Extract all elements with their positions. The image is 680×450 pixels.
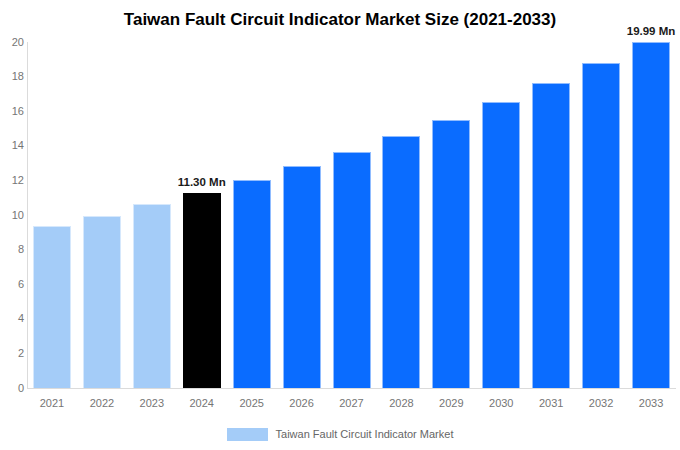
bar-2027[interactable] <box>333 152 371 388</box>
y-tick-label-0: 0 <box>0 382 24 395</box>
bar-value-label-2033: 19.99 Mn <box>606 24 680 38</box>
x-axis-label-2026: 2026 <box>277 396 327 410</box>
chart-title: Taiwan Fault Circuit Indicator Market Si… <box>0 8 680 32</box>
bar-2032[interactable] <box>582 63 620 388</box>
y-tick-label-12: 12 <box>0 174 24 187</box>
y-tick-label-8: 8 <box>0 243 24 256</box>
bar-2023[interactable] <box>133 204 171 388</box>
bar-2021[interactable] <box>33 226 71 388</box>
x-axis-label-2025: 2025 <box>227 396 277 410</box>
bar-value-label-2024: 11.30 Mn <box>157 175 247 189</box>
y-tick-label-4: 4 <box>0 312 24 325</box>
x-axis-label-2029: 2029 <box>426 396 476 410</box>
y-tick-label-16: 16 <box>0 105 24 118</box>
y-tick-label-10: 10 <box>0 209 24 222</box>
x-axis-label-2022: 2022 <box>77 396 127 410</box>
bar-2024[interactable] <box>183 193 221 388</box>
y-tick-label-14: 14 <box>0 139 24 152</box>
bar-2029[interactable] <box>432 120 470 388</box>
bar-2022[interactable] <box>83 216 121 388</box>
legend: Taiwan Fault Circuit Indicator Market <box>0 426 680 442</box>
bar-2026[interactable] <box>283 166 321 388</box>
legend-item[interactable]: Taiwan Fault Circuit Indicator Market <box>227 426 454 442</box>
x-axis-label-2033: 2033 <box>626 396 676 410</box>
y-axis-line <box>27 42 28 388</box>
x-axis-label-2027: 2027 <box>327 396 377 410</box>
bar-2033[interactable] <box>632 42 670 388</box>
y-tick-label-6: 6 <box>0 278 24 291</box>
x-axis-label-2031: 2031 <box>526 396 576 410</box>
x-axis-label-2023: 2023 <box>127 396 177 410</box>
chart-container: Taiwan Fault Circuit Indicator Market Si… <box>0 0 680 450</box>
legend-label: Taiwan Fault Circuit Indicator Market <box>276 426 454 442</box>
x-axis-label-2032: 2032 <box>576 396 626 410</box>
bar-2031[interactable] <box>532 83 570 388</box>
bar-2030[interactable] <box>482 102 520 388</box>
bar-2025[interactable] <box>233 180 271 388</box>
x-axis-label-2024: 2024 <box>177 396 227 410</box>
legend-swatch <box>227 428 268 441</box>
y-tick-label-20: 20 <box>0 36 24 49</box>
y-tick-label-18: 18 <box>0 70 24 83</box>
y-tick-label-2: 2 <box>0 347 24 360</box>
x-axis-label-2021: 2021 <box>27 396 77 410</box>
bar-2028[interactable] <box>382 136 420 388</box>
x-axis-line <box>27 388 676 389</box>
x-axis-label-2028: 2028 <box>376 396 426 410</box>
x-axis-label-2030: 2030 <box>476 396 526 410</box>
